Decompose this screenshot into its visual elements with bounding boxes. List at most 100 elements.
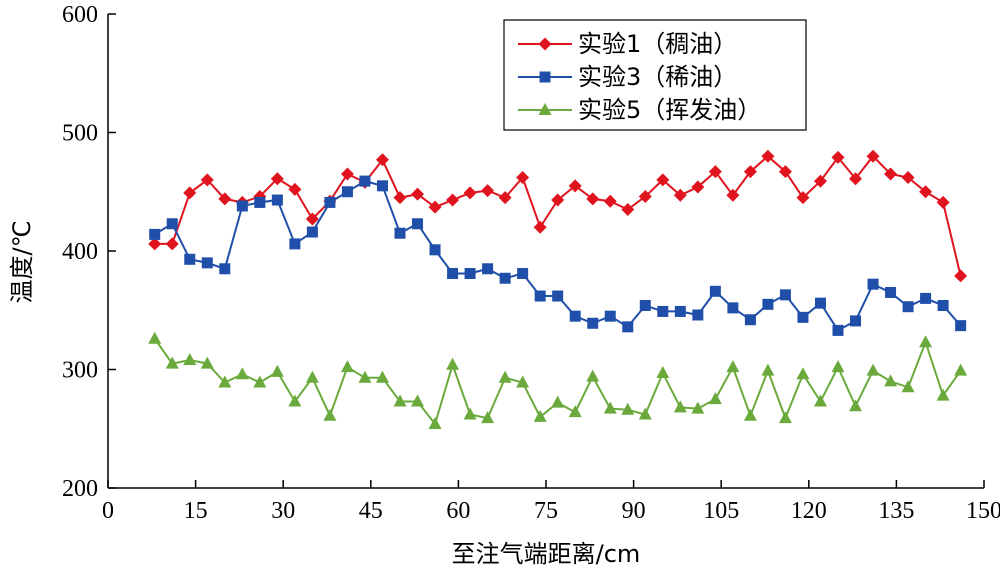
data-point	[621, 203, 635, 217]
data-point	[796, 367, 810, 380]
data-point	[603, 401, 617, 414]
data-point	[411, 394, 425, 407]
data-point	[482, 263, 494, 275]
data-point	[324, 196, 336, 208]
data-point	[254, 196, 266, 208]
data-point	[533, 220, 547, 234]
data-point	[761, 363, 775, 376]
data-point	[709, 285, 721, 297]
series-3	[148, 331, 968, 430]
data-point	[866, 149, 880, 163]
series-1	[148, 149, 968, 283]
legend-label: 实验5（挥发油）	[578, 96, 761, 124]
data-point	[813, 394, 827, 407]
data-point	[393, 191, 407, 205]
x-tick-label: 60	[446, 498, 470, 524]
data-point	[920, 292, 932, 304]
data-point	[253, 375, 267, 388]
data-point	[621, 402, 635, 415]
x-tick-label: 15	[184, 498, 208, 524]
data-point	[184, 253, 196, 265]
data-point	[498, 370, 512, 383]
data-point	[761, 149, 775, 163]
data-point	[656, 366, 670, 379]
data-point	[148, 237, 162, 251]
data-point	[603, 194, 617, 208]
data-point	[568, 405, 582, 418]
data-point	[464, 268, 476, 280]
legend-label: 实验3（稀油）	[578, 63, 737, 91]
data-point	[306, 226, 318, 238]
series-layer	[148, 149, 968, 430]
data-point	[428, 417, 442, 430]
data-point	[743, 408, 757, 421]
data-point	[937, 300, 949, 312]
data-point	[394, 227, 406, 239]
legend-entry: 实验5（挥发油）	[518, 96, 761, 124]
data-point	[954, 363, 968, 376]
data-point	[743, 165, 757, 179]
data-point	[375, 370, 389, 383]
data-point	[516, 375, 530, 388]
data-point	[498, 191, 512, 205]
data-point	[919, 185, 933, 199]
data-point	[762, 298, 774, 310]
data-point	[149, 228, 161, 240]
data-point	[832, 324, 844, 336]
legend-marker	[539, 71, 551, 83]
data-point	[727, 302, 739, 314]
data-point	[166, 218, 178, 230]
data-point	[446, 357, 460, 370]
data-point	[779, 289, 791, 301]
data-point	[884, 167, 898, 181]
data-point	[551, 395, 565, 408]
ticks: 200 300 400 500 600 0 15 30 45 60 75 90 105 120 135 150	[62, 2, 1000, 524]
data-point	[885, 286, 897, 298]
data-point	[708, 392, 722, 405]
data-point	[463, 186, 477, 200]
data-point	[831, 360, 845, 373]
data-point	[481, 184, 495, 198]
legend-entry: 实验3（稀油）	[518, 63, 737, 91]
x-tick-label: 75	[534, 498, 558, 524]
data-point	[219, 263, 231, 275]
data-point	[936, 195, 950, 209]
data-point	[691, 401, 705, 414]
legend-label: 实验1（稠油）	[578, 30, 737, 58]
data-point	[778, 411, 792, 424]
data-point	[359, 175, 371, 187]
data-point	[516, 171, 530, 185]
data-point	[814, 297, 826, 309]
x-tick-label: 45	[359, 498, 383, 524]
data-point	[411, 187, 425, 201]
data-point	[568, 179, 582, 193]
data-point	[183, 353, 197, 366]
data-point	[901, 171, 915, 185]
data-point	[148, 331, 162, 344]
data-point	[412, 218, 424, 230]
data-point	[901, 380, 915, 393]
data-point	[796, 191, 810, 205]
data-point	[673, 188, 687, 202]
data-point	[604, 310, 616, 322]
x-tick-label: 135	[878, 498, 914, 524]
x-tick-label: 30	[271, 498, 295, 524]
data-point	[726, 360, 740, 373]
data-point	[726, 188, 740, 202]
legend-box	[503, 19, 807, 131]
data-point	[533, 409, 547, 422]
data-point	[270, 172, 284, 186]
data-point	[446, 193, 460, 207]
data-point	[340, 167, 354, 181]
data-point	[902, 301, 914, 313]
data-point	[866, 363, 880, 376]
data-point	[708, 165, 722, 179]
data-point	[517, 268, 529, 280]
data-point	[692, 309, 704, 321]
y-tick-label: 500	[62, 121, 98, 147]
data-point	[165, 356, 179, 369]
data-point	[849, 399, 863, 412]
data-point	[358, 370, 372, 383]
data-point	[201, 257, 213, 269]
data-point	[831, 150, 845, 164]
